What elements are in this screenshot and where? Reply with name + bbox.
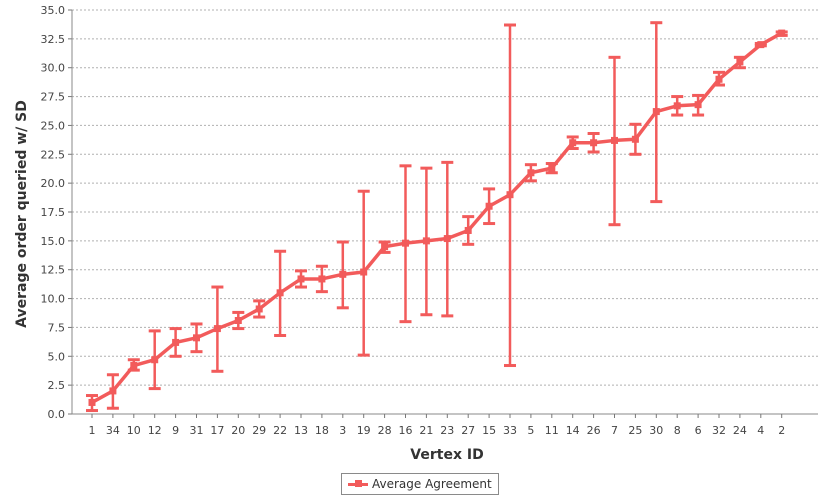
y-tick-label: 2.5 [48, 379, 66, 392]
x-tick-label: 13 [294, 424, 308, 437]
x-tick-label: 4 [757, 424, 764, 437]
x-tick-label: 26 [587, 424, 601, 437]
data-point [652, 108, 660, 116]
data-point [255, 305, 263, 313]
x-tick-label: 23 [440, 424, 454, 437]
x-tick-label: 19 [357, 424, 371, 437]
data-point [88, 398, 96, 406]
x-tick-label: 9 [172, 424, 179, 437]
data-point [757, 41, 765, 49]
y-tick-label: 17.5 [41, 206, 66, 219]
data-point [611, 136, 618, 144]
y-tick-label: 35.0 [41, 4, 66, 17]
x-tick-label: 12 [148, 424, 162, 437]
series-line [91, 31, 783, 404]
data-point [151, 356, 159, 364]
x-tick-label: 3 [339, 424, 346, 437]
x-tick-label: 33 [503, 424, 517, 437]
data-point [213, 325, 221, 333]
y-tick-label: 10.0 [41, 293, 66, 306]
data-point [778, 29, 786, 37]
y-tick-label: 12.5 [41, 264, 66, 277]
x-tick-label: 18 [315, 424, 329, 437]
data-point [569, 139, 577, 147]
y-tick-label: 22.5 [41, 148, 66, 161]
x-tick-label: 10 [127, 424, 141, 437]
data-point [360, 268, 368, 276]
y-tick-label: 32.5 [41, 33, 66, 46]
data-point [506, 191, 514, 199]
x-tick-label: 21 [419, 424, 433, 437]
x-tick-label: 20 [231, 424, 245, 437]
data-point [130, 362, 138, 370]
legend-swatch-icon [348, 479, 368, 489]
data-point [297, 275, 305, 283]
x-tick-label: 27 [461, 424, 475, 437]
data-point [193, 334, 200, 342]
data-point [443, 235, 451, 243]
x-tick-label: 31 [190, 424, 204, 437]
x-tick-label: 32 [712, 424, 726, 437]
x-tick-label: 29 [252, 424, 266, 437]
x-tick-label: 28 [378, 424, 392, 437]
data-point [485, 202, 493, 210]
data-point [172, 338, 180, 346]
data-point [548, 164, 556, 172]
x-axis-title: Vertex ID [410, 447, 483, 463]
x-tick-label: 25 [628, 424, 642, 437]
data-point [276, 289, 284, 297]
data-point [631, 135, 639, 143]
y-tick-label: 5.0 [48, 350, 66, 363]
x-tick-label: 22 [273, 424, 287, 437]
y-tick-label: 30.0 [41, 62, 66, 75]
data-point [736, 58, 744, 66]
data-point [402, 239, 409, 247]
x-tick-label: 24 [733, 424, 747, 437]
x-tick-label: 8 [674, 424, 681, 437]
x-tick-label: 14 [566, 424, 580, 437]
data-point [590, 139, 598, 147]
legend-label: Average Agreement [372, 477, 492, 491]
data-point [715, 75, 723, 83]
data-point [234, 317, 242, 325]
y-tick-label: 15.0 [41, 235, 66, 248]
y-tick-label: 20.0 [41, 177, 66, 190]
x-tick-label: 17 [210, 424, 224, 437]
x-tick-label: 2 [778, 424, 785, 437]
x-tick-label: 5 [527, 424, 534, 437]
x-tick-label: 7 [611, 424, 618, 437]
data-point [318, 275, 326, 283]
x-tick-label: 30 [649, 424, 663, 437]
x-tick-label: 11 [545, 424, 559, 437]
data-point [339, 270, 347, 278]
data-point [464, 226, 472, 234]
legend-marker [355, 480, 362, 487]
x-tick-label: 16 [399, 424, 413, 437]
y-tick-label: 25.0 [41, 119, 66, 132]
data-point [381, 243, 389, 251]
x-tick-label: 1 [89, 424, 96, 437]
y-tick-label: 7.5 [48, 321, 66, 334]
data-point [527, 169, 535, 177]
data-point [422, 237, 430, 245]
legend: Average Agreement [341, 473, 499, 495]
data-point [694, 101, 702, 109]
y-axis-title: Average order queried w/ SD [14, 100, 30, 328]
y-tick-label: 27.5 [41, 91, 66, 104]
y-tick-label: 0.0 [48, 408, 66, 421]
x-tick-label: 6 [695, 424, 702, 437]
x-tick-label: 15 [482, 424, 496, 437]
data-point [109, 387, 117, 395]
x-tick-label: 34 [106, 424, 120, 437]
data-point [673, 102, 681, 110]
